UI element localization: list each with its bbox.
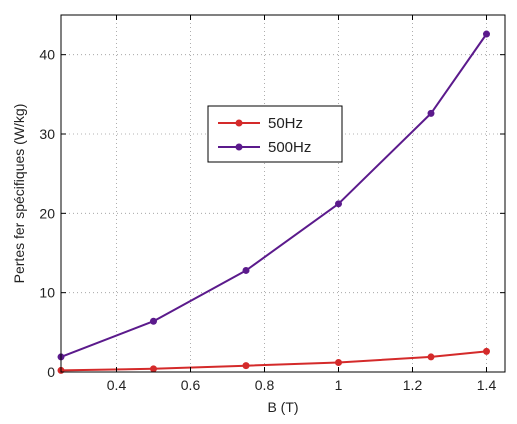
data-point bbox=[150, 365, 157, 373]
legend: 50Hz 500Hz bbox=[207, 105, 343, 163]
legend-label: 50Hz bbox=[268, 115, 303, 132]
data-point bbox=[150, 317, 157, 325]
data-point bbox=[427, 109, 435, 117]
legend-marker-500Hz bbox=[235, 143, 243, 151]
x-axis-label: B (T) bbox=[267, 399, 298, 415]
y-tick-label: 20 bbox=[39, 205, 55, 221]
data-point bbox=[242, 362, 250, 370]
series-layer bbox=[57, 30, 490, 374]
series-line-500Hz bbox=[60, 33, 488, 358]
data-point bbox=[335, 358, 342, 366]
series-50Hz bbox=[57, 347, 490, 374]
data-point bbox=[427, 353, 435, 361]
data-point bbox=[483, 30, 490, 38]
y-tick-label: 10 bbox=[39, 285, 55, 301]
x-tick-label: 0.6 bbox=[181, 377, 201, 393]
data-point bbox=[335, 200, 342, 208]
x-tick-label: 0.4 bbox=[107, 377, 127, 393]
series-line-50Hz bbox=[60, 350, 487, 372]
x-tick-label: 1.2 bbox=[403, 377, 423, 393]
legend-label: 500Hz bbox=[268, 139, 311, 156]
x-tick-label: 1 bbox=[335, 377, 343, 393]
legend-items: 50Hz 500Hz bbox=[218, 115, 311, 156]
y-tick-label: 30 bbox=[39, 126, 55, 142]
y-axis-label: Pertes fer spécifiques (W/kg) bbox=[11, 104, 27, 284]
data-point bbox=[483, 347, 490, 355]
data-point bbox=[242, 266, 250, 274]
legend-marker-50Hz bbox=[235, 119, 243, 127]
x-tick-label: 1.4 bbox=[477, 377, 497, 393]
series-500Hz bbox=[57, 30, 490, 361]
y-tick-label: 0 bbox=[47, 364, 55, 380]
ticks: 0.4 0.6 0.8 1 1.2 1.4 0 10 20 30 40 bbox=[39, 15, 505, 393]
plot-frame bbox=[60, 14, 506, 373]
y-tick-label: 40 bbox=[39, 47, 55, 63]
legend-box bbox=[207, 105, 343, 163]
x-tick-label: 0.8 bbox=[255, 377, 275, 393]
